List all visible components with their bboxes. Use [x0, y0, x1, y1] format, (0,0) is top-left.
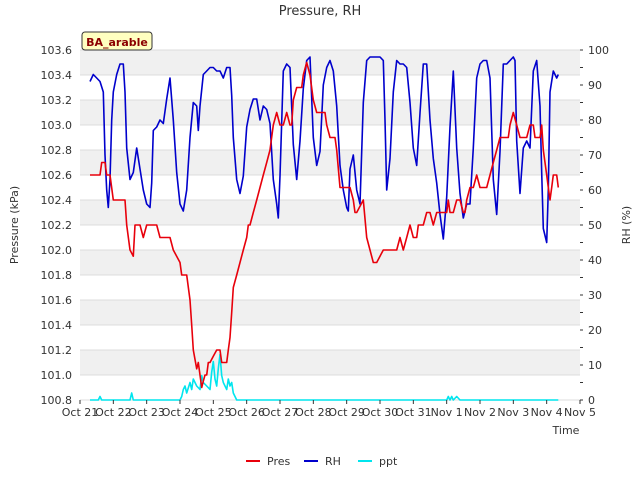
- x-tick-label: Oct 23: [128, 406, 165, 419]
- y-right-tick-label: 10: [588, 359, 602, 372]
- legend-label-rh: RH: [325, 455, 341, 468]
- y-left-tick-label: 103.2: [41, 94, 73, 107]
- y-right-tick-label: 30: [588, 289, 602, 302]
- y-left-axis-label: Pressure (kPa): [8, 186, 21, 264]
- x-axis-label: Time: [552, 424, 580, 437]
- y-left-tick-label: 101.4: [41, 319, 73, 332]
- y-right-tick-label: 70: [588, 149, 602, 162]
- y-right-tick-label: 100: [588, 44, 609, 57]
- background-band: [80, 300, 580, 325]
- y-left-tick-label: 102.8: [41, 144, 73, 157]
- site-label-text: BA_arable: [86, 36, 148, 49]
- y-left-axis-ticks: 100.8 101.0 101.2 101.4 101.6 101.8 102.0 102.2…: [41, 44, 73, 407]
- legend-label-pres: Pres: [267, 455, 290, 468]
- y-left-tick-label: 101.2: [41, 344, 73, 357]
- x-tick-label: Oct 22: [95, 406, 132, 419]
- background-band: [80, 200, 580, 225]
- y-right-tick-label: 40: [588, 254, 602, 267]
- y-right-tick-label: 60: [588, 184, 602, 197]
- x-tick-label: Oct 21: [62, 406, 99, 419]
- series-lines: [89, 56, 560, 401]
- y-left-tick-label: 102.6: [41, 169, 73, 182]
- background-band: [80, 250, 580, 275]
- y-left-tick-label: 102.2: [41, 219, 73, 232]
- x-tick-label: Oct 24: [162, 406, 199, 419]
- y-left-tick-label: 103.4: [41, 69, 73, 82]
- x-tick-label: Oct 29: [328, 406, 365, 419]
- x-tick-label: Oct 28: [295, 406, 332, 419]
- x-tick-label: Nov 3: [497, 406, 529, 419]
- y-left-tick-label: 102.0: [41, 244, 73, 257]
- x-tick-label: Oct 27: [262, 406, 299, 419]
- x-tick-label: Oct 31: [395, 406, 432, 419]
- y-left-tick-label: 101.0: [41, 369, 73, 382]
- y-right-tick-label: 80: [588, 114, 602, 127]
- x-tick-label: Nov 2: [464, 406, 496, 419]
- legend: Pres RH ppt: [246, 455, 398, 468]
- series-line-rh: [89, 56, 560, 244]
- x-tick-label: Nov 5: [564, 406, 596, 419]
- x-tick-label: Oct 30: [362, 406, 399, 419]
- y-right-tick-label: 20: [588, 324, 602, 337]
- y-right-tick-label: 90: [588, 79, 602, 92]
- chart-title: Pressure, RH: [279, 4, 362, 19]
- y-left-tick-label: 101.6: [41, 294, 73, 307]
- y-right-tick-label: 50: [588, 219, 602, 232]
- background-band: [80, 350, 580, 375]
- y-right-axis-ticks: 0 10 20 30 40 50 60 70 80 90 100: [580, 44, 609, 407]
- site-label-box: [81, 31, 153, 51]
- y-left-tick-label: 100.8: [41, 394, 73, 407]
- x-tick-label: Oct 26: [228, 406, 265, 419]
- y-right-axis-label: RH (%): [620, 206, 633, 244]
- background-band: [80, 100, 580, 125]
- x-tick-label: Oct 25: [195, 406, 232, 419]
- y-right-tick-label: 0: [588, 394, 595, 407]
- legend-label-ppt: ppt: [379, 455, 398, 468]
- y-left-tick-label: 101.8: [41, 269, 73, 282]
- site-label: BA_arable: [81, 31, 153, 51]
- series-line-ppt: [90, 353, 559, 401]
- y-left-tick-label: 103.6: [41, 44, 73, 57]
- series-line-pres: [90, 61, 560, 389]
- x-tick-label: Nov 4: [531, 406, 563, 419]
- x-tick-label: Nov 1: [431, 406, 463, 419]
- background-band: [80, 150, 580, 175]
- background-bands: [80, 50, 580, 375]
- y-left-tick-label: 103.0: [41, 119, 73, 132]
- y-left-tick-label: 102.4: [41, 194, 73, 207]
